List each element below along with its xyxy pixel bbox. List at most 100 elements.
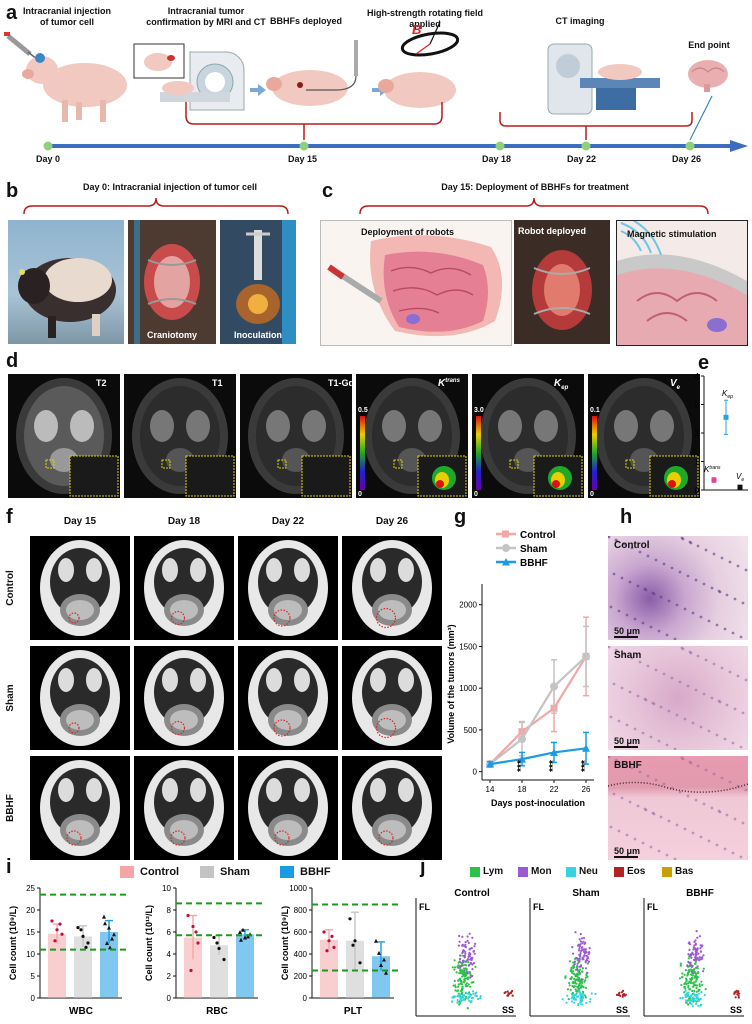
scatter-point (470, 1000, 473, 1003)
scatter-point (457, 983, 460, 986)
scatter-point (456, 989, 459, 992)
scatter-point (698, 956, 701, 959)
data-point (86, 941, 90, 945)
y-tick-label: 8 (167, 906, 172, 915)
legend-label: Bas (675, 866, 694, 877)
colorbar-min: 0 (358, 491, 362, 498)
scatter-point (467, 961, 470, 964)
scatter-point (687, 991, 690, 994)
scatter-point (464, 963, 467, 966)
chart-e: 0 1 2 3 4 Ktrans Kep Ve (695, 372, 748, 495)
scatter-point (585, 1001, 588, 1004)
colorbar-max: 3.0 (474, 407, 484, 414)
scatter-point (588, 947, 591, 950)
scatter-point (689, 955, 692, 958)
scatter-point (453, 966, 457, 969)
panel-c-title: Day 15: Deployment of BBHFs for treatmen… (441, 182, 629, 192)
scatter-point (624, 993, 627, 996)
scatter-point (694, 966, 698, 969)
scatter-point (468, 953, 471, 956)
scatter-point (698, 985, 701, 988)
scatter-point (464, 941, 467, 944)
chart-j: Control FL SS Sham FL SS BBHF FL SS (415, 888, 744, 1017)
scatter-point (566, 988, 570, 991)
scatter-point (472, 949, 475, 953)
scatter-point (691, 989, 694, 993)
scatter-point (453, 979, 456, 982)
series-line (489, 747, 587, 766)
legend-item: Control (120, 866, 180, 879)
scatter-point (472, 980, 475, 984)
data-point (348, 917, 352, 921)
data-point (189, 968, 193, 973)
scatter-point (683, 991, 686, 994)
scatter-point (702, 954, 705, 957)
scatter-point (459, 969, 462, 972)
scatter-point (580, 937, 584, 940)
y-axis-label: Cell count (10¹²/L) (144, 905, 154, 981)
data-point (239, 937, 243, 942)
scatter-point (694, 947, 697, 950)
scatter-point (587, 956, 590, 960)
scatter-point (459, 954, 462, 957)
y-tick-label: 200 (294, 972, 308, 981)
legend-item: Eos (614, 866, 645, 877)
panel-label-h: h (620, 506, 633, 528)
scatter-point (506, 990, 509, 993)
x-axis-label: RBC (206, 1006, 228, 1017)
ct-row-header: Control (5, 570, 16, 606)
x-tick-label: 14 (486, 785, 495, 794)
scatter-point (471, 974, 474, 978)
scatter-point (689, 995, 693, 998)
scatter-point (508, 992, 511, 995)
data-point (60, 932, 64, 936)
significance-marker: *** (580, 760, 591, 772)
y-axis-label: FL (419, 902, 430, 912)
histology-image: Control 50 μm (608, 536, 748, 640)
histology-image: BBHF 50 μm (608, 756, 748, 860)
scatter-point (469, 993, 472, 996)
scatter-point (564, 976, 567, 979)
panel-label-j: j (420, 856, 426, 878)
scatter-point (511, 994, 514, 997)
ct-image (342, 756, 442, 860)
scatter-point (464, 973, 467, 976)
scatter-point (588, 1000, 592, 1003)
scatter-point (689, 943, 692, 946)
scatter-point (468, 932, 471, 935)
scatter-point (694, 994, 697, 997)
scatter-point (471, 990, 475, 993)
scatter-point (698, 935, 701, 938)
scatter-point (570, 970, 573, 973)
scatter-point (688, 948, 691, 951)
scatter-point (461, 983, 464, 986)
scatter-point (680, 984, 683, 987)
y-tick-label: 10 (26, 950, 35, 959)
scatter-point (584, 961, 587, 964)
scatter-point (561, 998, 564, 1001)
scatter-point (471, 936, 474, 939)
scatter-point (453, 968, 456, 971)
scatter-point (699, 958, 703, 961)
scatter-point (461, 935, 464, 938)
scatter-point (733, 992, 736, 995)
scatter-point (467, 955, 470, 958)
legend-marker (502, 558, 510, 566)
scatter-point (686, 1002, 689, 1005)
scatter-point (691, 971, 694, 974)
scatter-point (571, 991, 574, 994)
scatter-point (736, 993, 739, 996)
data-point (582, 652, 590, 661)
scatter-point (586, 971, 589, 974)
scatter-point (580, 978, 583, 981)
data-point (723, 414, 729, 420)
scatter-point (584, 948, 587, 951)
scatter-point (582, 986, 585, 989)
scatter-point (579, 932, 582, 936)
legend-label: Control (140, 866, 180, 879)
scatter-point (701, 983, 704, 986)
scatter-point (683, 982, 686, 986)
step-label-endpoint: End point (688, 40, 730, 50)
scatter-point (620, 991, 623, 994)
scatter-point (578, 947, 581, 950)
